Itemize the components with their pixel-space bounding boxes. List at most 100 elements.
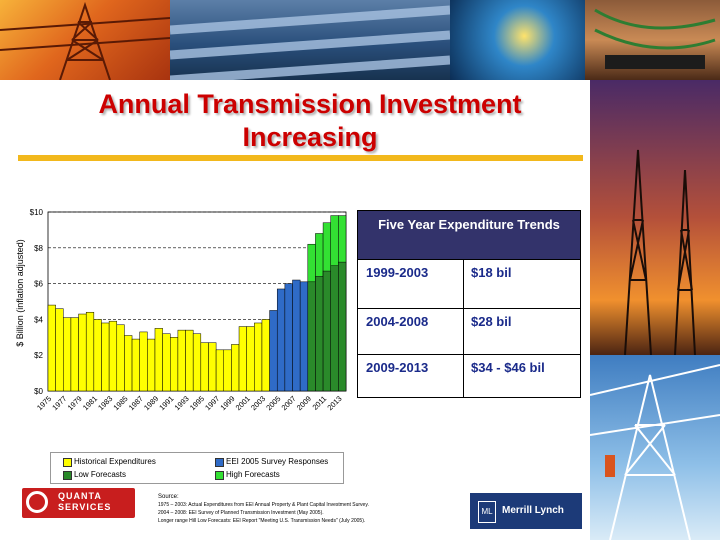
- y-tick-label: $4: [34, 315, 43, 324]
- bar-historical-expenditures: [101, 322, 110, 392]
- x-tick-label: 1995: [188, 394, 206, 412]
- x-tick-label: 1977: [50, 394, 68, 412]
- bar-historical-expenditures: [55, 308, 64, 392]
- table-column-divider: [463, 259, 464, 397]
- bar-historical-expenditures: [246, 326, 255, 392]
- pipes-icon: [169, 5, 451, 80]
- bar-low-forecasts: [330, 265, 339, 392]
- x-tick-label: 2013: [325, 394, 343, 412]
- table-row: 2009-2013 $34 - $46 bil: [358, 354, 580, 398]
- quanta-services-logo: QUANTA SERVICES: [22, 488, 135, 518]
- bar-historical-expenditures: [162, 333, 171, 392]
- table-row: 1999-2003 $18 bil: [358, 259, 580, 308]
- title-underline-rule: [18, 155, 583, 161]
- source-line: 2004 – 2008: EEI Survey of Planned Trans…: [158, 510, 324, 516]
- x-tick-label: 1981: [81, 394, 99, 412]
- table-period: 2009-2013: [366, 360, 429, 375]
- source-line: Longer range Hill Low Forecasts: EEI Rep…: [158, 518, 366, 524]
- table-row: 2004-2008 $28 bil: [358, 308, 580, 354]
- radio-tower-sunset-photo: [590, 80, 720, 356]
- title-line-1: Annual Transmission Investment: [98, 89, 522, 119]
- table-amount: $28 bil: [471, 314, 512, 329]
- bar-eei-2005-survey-responses: [284, 283, 293, 392]
- bar-historical-expenditures: [154, 328, 163, 392]
- legend-swatch-high-forecasts: [215, 471, 224, 480]
- legend-swatch-low-forecasts: [63, 471, 72, 480]
- x-tick-label: 1993: [173, 394, 191, 412]
- bull-icon: ML: [478, 501, 496, 523]
- table-period: 2004-2008: [366, 314, 429, 329]
- expenditure-trends-table: Five Year Expenditure Trends 1999-2003 $…: [357, 210, 581, 398]
- fiber-optics-photo: [450, 0, 585, 80]
- bar-low-forecasts: [307, 281, 316, 392]
- y-tick-label: $0: [34, 387, 43, 396]
- source-line: 1975 – 2003: Actual Expenditures from EE…: [158, 502, 369, 508]
- radio-tower-icon: [624, 149, 696, 356]
- bar-historical-expenditures: [78, 313, 87, 392]
- bar-historical-expenditures: [261, 319, 270, 392]
- merrill-lynch-name: Merrill Lynch: [502, 505, 564, 516]
- table-header: Five Year Expenditure Trends: [358, 211, 580, 259]
- bar-historical-expenditures: [93, 319, 102, 392]
- x-tick-label: 1975: [35, 394, 53, 412]
- bar-eei-2005-survey-responses: [269, 310, 278, 392]
- bar-historical-expenditures: [85, 311, 95, 392]
- bar-low-forecasts: [338, 261, 347, 392]
- bar-historical-expenditures: [124, 335, 133, 392]
- x-tick-label: 2011: [311, 394, 329, 412]
- legend-label-eei-survey: EEI 2005 Survey Responses: [226, 457, 329, 466]
- network-equipment-photo: [585, 0, 720, 80]
- chart-legend: Historical Expenditures EEI 2005 Survey …: [50, 452, 344, 484]
- lineworker-sky-photo: [589, 355, 720, 541]
- power-pylon-icon: [589, 364, 720, 541]
- bar-historical-expenditures: [177, 329, 186, 392]
- bar-eei-2005-survey-responses: [276, 288, 286, 392]
- bar-historical-expenditures: [170, 337, 179, 392]
- x-tick-label: 2001: [234, 394, 252, 412]
- bar-historical-expenditures: [147, 338, 156, 392]
- side-photo-column: [589, 80, 720, 541]
- y-tick-label: $6: [34, 280, 43, 289]
- pipeline-photo: [169, 0, 451, 80]
- legend-label-high-forecasts: High Forecasts: [226, 470, 280, 479]
- legend-swatch-historical: [63, 458, 72, 467]
- bar-historical-expenditures: [139, 331, 148, 392]
- bar-historical-expenditures: [185, 329, 194, 392]
- bar-historical-expenditures: [47, 304, 56, 392]
- header-photo-banner: [0, 0, 720, 80]
- table-period: 1999-2003: [366, 265, 429, 280]
- bar-eei-2005-survey-responses: [292, 279, 301, 392]
- bar-historical-expenditures: [254, 322, 263, 392]
- x-tick-label: 2005: [264, 394, 282, 412]
- y-tick-label: $2: [34, 351, 43, 360]
- bar-historical-expenditures: [192, 333, 202, 392]
- x-tick-label: 1991: [157, 394, 175, 412]
- x-tick-label: 2007: [280, 394, 298, 412]
- bar-low-forecasts: [315, 276, 324, 392]
- cables-icon: [594, 8, 716, 69]
- bar-historical-expenditures: [238, 326, 247, 392]
- x-tick-label: 1989: [142, 394, 160, 412]
- table-amount: $34 - $46 bil: [471, 360, 545, 375]
- quanta-q-icon: [26, 491, 48, 513]
- legend-label-low-forecasts: Low Forecasts: [74, 470, 127, 479]
- x-tick-label: 1979: [66, 394, 84, 412]
- tower-lattice-icon: [0, 1, 171, 80]
- x-tick-label: 2009: [295, 394, 313, 412]
- bar-historical-expenditures: [63, 317, 72, 392]
- x-tick-label: 1987: [127, 394, 145, 412]
- title-line-2: Increasing: [242, 122, 378, 152]
- x-tick-label: 1983: [96, 394, 114, 412]
- bar-historical-expenditures: [116, 324, 125, 392]
- source-note: Source: 1975 – 2003: Actual Expenditures…: [158, 493, 428, 525]
- table-amount: $18 bil: [471, 265, 512, 280]
- bar-eei-2005-survey-responses: [299, 281, 309, 392]
- x-tick-label: 2003: [249, 394, 267, 412]
- legend-swatch-eei-survey: [215, 458, 224, 467]
- source-title: Source:: [158, 494, 179, 500]
- bar-historical-expenditures: [108, 320, 118, 392]
- transmission-tower-photo: [0, 0, 171, 80]
- bar-historical-expenditures: [208, 342, 217, 392]
- bar-historical-expenditures: [131, 338, 140, 392]
- bar-historical-expenditures: [223, 349, 232, 392]
